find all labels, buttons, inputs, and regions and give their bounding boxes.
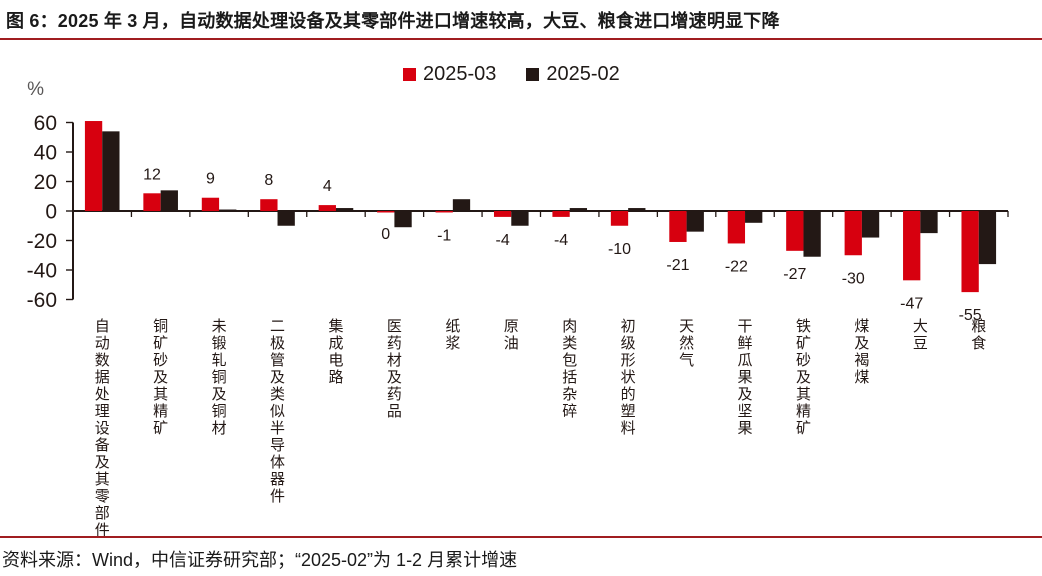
value-label: 8 [264,172,273,189]
value-label: -47 [900,295,923,312]
category-label: 医药材及药品 [386,318,402,420]
bar-2025-02-天然气 [686,211,704,232]
top-divider-line [0,38,1042,40]
bottom-divider-line [0,536,1042,538]
y-axis-unit-label: % [27,79,44,100]
category-label: 未锻轧铜及铜材 [211,318,227,437]
category-label: 天然气 [679,318,695,369]
category-label: 大豆 [912,318,928,352]
bar-2025-02-未锻轧铜及铜材 [219,209,237,211]
bar-2025-02-大豆 [920,211,938,234]
value-label: 4 [323,178,332,195]
y-tick-label: -40 [27,260,57,283]
bar-2025-02-粮食 [978,211,997,265]
bar-2025-03-未锻轧铜及铜材 [201,197,220,211]
bar-2025-03-初级形状的塑料 [610,211,629,226]
value-label: 12 [143,166,161,183]
legend-swatch-2025-02 [526,68,540,81]
bar-2025-02-自动数据处理设备及其零部件 [102,131,120,211]
category-label: 集成电路 [328,318,344,386]
value-label: -10 [608,241,631,258]
category-label: 煤及褐煤 [854,318,870,386]
bar-2025-03-干鲜瓜果及坚果 [727,211,746,244]
category-label: 铜矿砂及其精矿 [153,318,169,437]
category-label: 干鲜瓜果及坚果 [737,318,753,437]
bar-2025-02-纸浆 [452,199,471,211]
bar-2025-03-纸浆 [435,211,453,213]
bar-2025-03-大豆 [903,211,921,281]
source-note: 资料来源：Wind，中信证券研究部；“2025-02”为 1-2 月累计增速 [2,550,518,570]
y-tick-label: -20 [27,230,57,253]
category-label: 原油 [503,318,519,352]
bar-2025-03-铁矿砂及其精矿 [786,211,804,251]
category-label: 初级形状的塑料 [620,318,636,437]
bar-2025-03-肉类包括杂碎 [552,211,570,217]
legend-item-2025-02: 2025-02 [526,63,620,86]
value-label: -27 [783,266,806,283]
bar-2025-03-二极管及类似半导体器件 [260,199,278,211]
y-tick-label: -60 [27,289,57,312]
bar-2025-03-煤及褐煤 [844,211,862,256]
y-tick-label: 20 [34,171,57,194]
bar-2025-02-二极管及类似半导体器件 [277,211,295,226]
value-label: -21 [666,257,689,274]
legend: 2025-03 2025-02 [403,63,620,86]
category-label: 二极管及类似半导体器件 [270,318,286,505]
bar-2025-03-原油 [493,211,512,217]
legend-label-2025-02: 2025-02 [546,63,620,85]
y-tick-label: 60 [34,112,57,135]
category-label: 粮食 [971,318,987,352]
bar-2025-03-自动数据处理设备及其零部件 [84,121,103,211]
bar-2025-02-原油 [511,211,529,226]
bar-2025-02-铜矿砂及其精矿 [160,190,178,211]
bar-2025-02-集成电路 [335,208,354,211]
bar-2025-02-初级形状的塑料 [628,208,646,211]
y-tick-label: 40 [34,142,57,165]
value-label: 9 [206,171,215,188]
bar-2025-02-医药材及药品 [394,211,412,228]
value-label: -1 [437,227,451,244]
category-label: 自动数据处理设备及其零部件 [94,318,110,539]
bar-2025-03-粮食 [961,211,979,293]
value-label: -4 [554,232,568,249]
bar-2025-03-集成电路 [318,205,336,211]
value-label: -55 [959,307,982,324]
value-label: -30 [842,270,865,287]
legend-label-2025-03: 2025-03 [423,63,497,85]
bar-2025-03-医药材及药品 [377,211,395,213]
legend-swatch-2025-03 [403,68,416,81]
figure-title: 图 6：2025 年 3 月，自动数据处理设备及其零部件进口增速较高，大豆、粮食… [6,11,780,31]
y-tick-label: 0 [45,201,57,224]
bar-2025-02-干鲜瓜果及坚果 [745,211,763,223]
value-label: 0 [381,226,390,243]
category-label: 纸浆 [445,318,461,352]
category-label: 铁矿砂及其精矿 [795,318,811,437]
legend-item-2025-03: 2025-03 [403,63,496,86]
value-label: -4 [496,232,510,249]
value-label: -22 [725,258,748,275]
category-label: 肉类包括杂碎 [562,318,578,420]
bar-2025-03-天然气 [669,211,687,242]
bar-2025-02-肉类包括杂碎 [569,208,588,211]
bar-2025-03-铜矿砂及其精矿 [143,193,161,211]
bar-2025-02-铁矿砂及其精矿 [803,211,821,257]
bar-2025-02-煤及褐煤 [861,211,880,238]
